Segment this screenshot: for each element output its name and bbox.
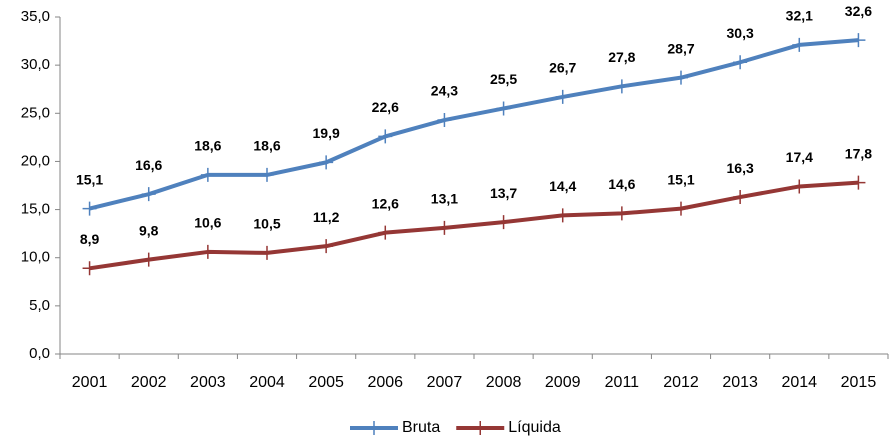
point-marker: [319, 239, 334, 254]
y-tick-label: 15,0: [21, 201, 50, 218]
point-marker: [851, 175, 866, 190]
data-label: 17,8: [845, 145, 872, 161]
point-marker: [260, 245, 274, 260]
data-label: 17,4: [786, 149, 813, 165]
x-tick-label: 2003: [190, 374, 226, 391]
x-tick-label: 2002: [131, 374, 167, 391]
point-marker: [141, 252, 156, 267]
point-marker: [319, 155, 334, 170]
y-tick-label: 35,0: [21, 8, 50, 25]
data-label: 18,6: [194, 138, 221, 154]
data-label: 13,1: [431, 191, 458, 207]
data-label: 18,6: [253, 138, 280, 154]
data-label: 25,5: [490, 71, 517, 87]
data-label: 8,9: [80, 231, 100, 247]
point-marker: [496, 101, 511, 116]
data-label: 15,1: [76, 171, 103, 187]
legend-label: Líquida: [508, 419, 561, 436]
x-tick-label: 2015: [841, 374, 877, 391]
point-marker: [378, 225, 393, 240]
y-tick-label: 0,0: [29, 345, 50, 362]
point-marker: [555, 208, 570, 223]
data-label: 32,6: [845, 3, 872, 19]
x-tick-label: 2011: [605, 374, 640, 391]
point-marker: [733, 190, 748, 205]
y-tick-label: 10,0: [21, 249, 50, 266]
point-marker: [141, 187, 156, 202]
data-label: 13,7: [490, 185, 517, 201]
point-marker: [437, 220, 452, 235]
data-label: 16,3: [727, 160, 754, 176]
point-marker: [733, 55, 748, 70]
data-label: 12,6: [372, 195, 399, 211]
x-tick-label: 2012: [663, 374, 699, 391]
x-tick-label: 2009: [545, 374, 581, 391]
data-label: 11,2: [313, 209, 340, 225]
x-tick-label: 2007: [427, 374, 463, 391]
series-line: [89, 180, 859, 271]
y-tick-label: 20,0: [21, 152, 50, 169]
point-marker: [614, 206, 629, 221]
x-tick-label: 2014: [781, 374, 817, 391]
legend-marker: [367, 421, 381, 435]
data-label: 14,6: [608, 176, 635, 192]
point-marker: [496, 215, 511, 230]
data-label: 10,5: [253, 216, 280, 232]
point-marker: [82, 201, 97, 216]
y-tick-label: 25,0: [21, 104, 50, 121]
data-label: 24,3: [431, 83, 458, 99]
x-tick-label: 2001: [72, 374, 108, 391]
point-marker: [260, 167, 274, 182]
y-tick-label: 30,0: [21, 56, 50, 73]
y-tick-label: 5,0: [29, 297, 50, 314]
data-label: 32,1: [786, 8, 813, 24]
point-marker: [674, 201, 688, 216]
data-label: 19,9: [313, 125, 340, 141]
point-marker: [792, 37, 807, 52]
data-label: 26,7: [549, 60, 576, 76]
legend-marker: [473, 421, 488, 435]
x-tick-label: 2005: [308, 374, 344, 391]
point-marker: [555, 89, 570, 104]
data-label: 27,8: [608, 49, 635, 65]
data-label: 14,4: [549, 178, 576, 194]
data-label: 15,1: [667, 171, 694, 187]
point-marker: [614, 79, 629, 94]
point-marker: [378, 129, 393, 144]
point-marker: [200, 244, 215, 259]
x-tick-label: 2013: [722, 374, 758, 391]
data-label: 9,8: [139, 222, 159, 238]
point-marker: [792, 179, 807, 194]
point-marker: [851, 33, 866, 48]
legend-label: Bruta: [402, 419, 440, 436]
x-tick-label: 2004: [249, 374, 285, 391]
data-label: 22,6: [372, 99, 399, 115]
data-label: 30,3: [727, 25, 754, 41]
data-label: 16,6: [135, 157, 162, 173]
point-marker: [200, 167, 215, 182]
series-line: [89, 38, 859, 211]
x-tick-label: 2006: [367, 374, 403, 391]
point-marker: [82, 261, 97, 276]
x-tick-label: 2008: [486, 374, 522, 391]
data-label: 28,7: [667, 40, 694, 56]
data-label: 10,6: [194, 215, 221, 231]
point-marker: [674, 70, 688, 85]
point-marker: [437, 113, 452, 128]
